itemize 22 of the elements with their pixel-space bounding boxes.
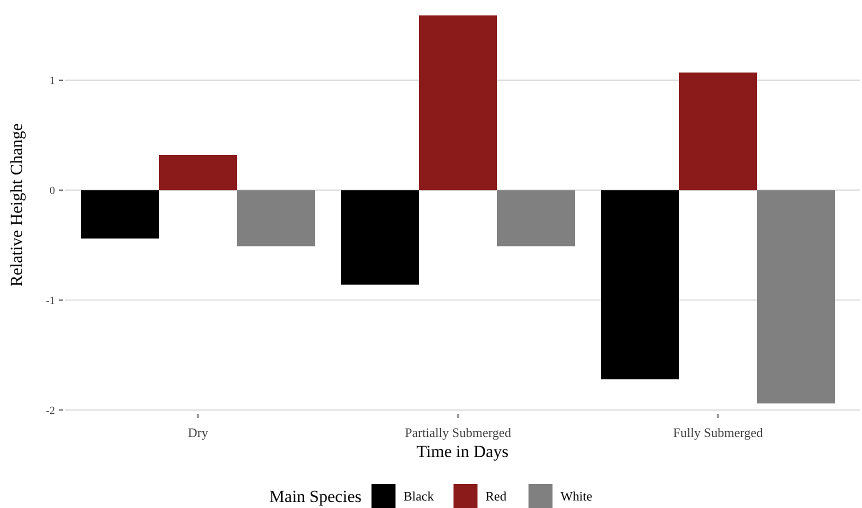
y-tick-label: -1 (46, 294, 55, 307)
bar (497, 190, 575, 246)
bar (237, 190, 315, 246)
bar (419, 15, 497, 190)
bar (159, 154, 237, 190)
y-tick-label: -2 (46, 404, 55, 417)
bar (601, 190, 679, 380)
legend-label: Black (404, 488, 434, 504)
bar (679, 72, 757, 190)
legend-label: Red (486, 488, 507, 504)
x-tick-label: Partially Submerged (404, 425, 512, 440)
x-axis-title: Time in Days (416, 442, 508, 461)
x-tick-label: Fully Submerged (673, 425, 764, 440)
y-axis-title: Relative Height Change (7, 123, 26, 287)
bar (757, 190, 835, 404)
legend-label: White (560, 488, 592, 504)
bar (81, 190, 159, 239)
y-tick-label: 0 (50, 185, 56, 198)
legend-title: Main Species (269, 486, 362, 506)
x-tick-label: Dry (188, 425, 209, 440)
bar (341, 190, 419, 285)
y-tick-label: 1 (50, 75, 55, 88)
